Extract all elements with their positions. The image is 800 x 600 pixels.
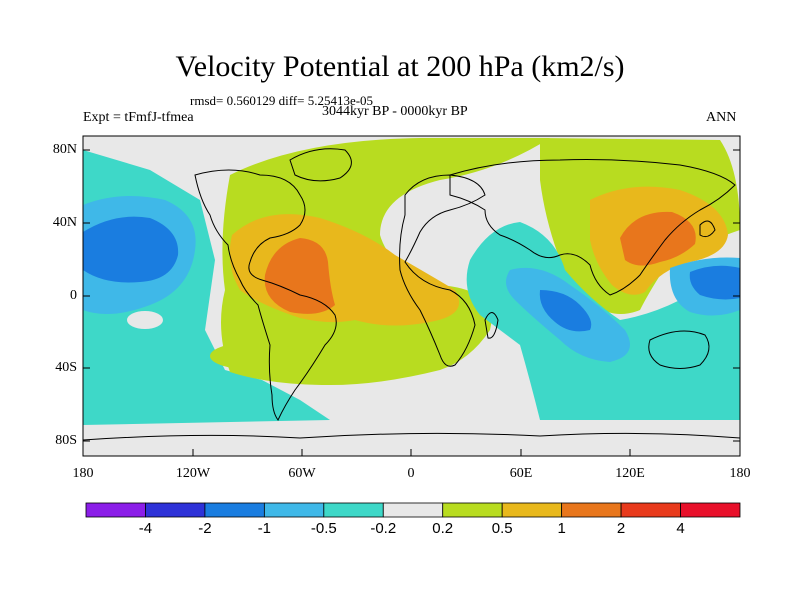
- colorbar: [85, 502, 741, 518]
- contour-pos-weak-south: [210, 342, 300, 370]
- contour-neg-strong-pacific-east: [689, 265, 740, 300]
- season-label: ANN: [706, 110, 737, 125]
- colorbar-label: -0.5: [310, 520, 337, 537]
- period-label: 3044kyr BP - 0000kyr BP: [322, 104, 468, 119]
- coastlines: [83, 148, 740, 441]
- colorbar-label: 2: [616, 520, 626, 537]
- colorbar-swatch: [323, 502, 384, 518]
- colorbar-swatch: [561, 502, 622, 518]
- colorbar-label: 0.2: [432, 520, 454, 537]
- colorbar-label: -0.2: [370, 520, 397, 537]
- lon-label-60w: 60W: [288, 466, 316, 481]
- stats-line: rmsd= 0.560129 diff= 5.25413e-05: [190, 93, 374, 108]
- lon-label-120w: 120W: [175, 466, 211, 481]
- lon-label-120e: 120E: [615, 466, 645, 481]
- experiment-label: Expt = tFmfJ-tfmea: [83, 110, 194, 125]
- contour-neutral-island: [127, 311, 163, 329]
- lon-label-60e: 60E: [509, 466, 533, 481]
- lat-label-0: 0: [70, 288, 77, 303]
- colorbar-swatch: [382, 502, 444, 518]
- contour-neg-strong-west: [83, 216, 179, 283]
- colorbar-swatch: [263, 502, 325, 518]
- lon-label-180w: 180: [72, 466, 94, 481]
- colorbar-swatch: [442, 502, 503, 518]
- lon-label-180e: 180: [729, 466, 751, 481]
- lat-label-40s: 40S: [55, 360, 77, 375]
- lon-label-0: 0: [407, 466, 415, 481]
- contour-neg-strong-indian: [539, 290, 592, 332]
- lat-label-80n: 80N: [52, 142, 77, 157]
- colorbar-swatch: [145, 502, 206, 518]
- colorbar-label: -4: [138, 520, 153, 537]
- colorbar-label: 1: [557, 520, 566, 537]
- lat-ticks: [83, 149, 740, 442]
- colorbar-swatch: [680, 502, 741, 518]
- colorbar-swatch: [501, 502, 563, 518]
- contour-pos-strong-atlantic: [264, 238, 335, 314]
- map-title: Velocity Potential at 200 hPa (km2/s): [175, 50, 625, 83]
- lat-label-40n: 40N: [52, 215, 77, 230]
- colorbar-swatch: [204, 502, 265, 518]
- colorbar-label: 4: [676, 520, 685, 537]
- colorbar-label: -2: [198, 520, 212, 537]
- contour-pos-strong-asia: [620, 211, 696, 266]
- colorbar-label: -1: [257, 520, 272, 537]
- colorbar-label: 0.5: [491, 520, 513, 537]
- colorbar-swatch: [85, 502, 146, 518]
- colorbar-swatch: [620, 502, 681, 518]
- lon-ticks: [82, 449, 741, 456]
- lat-label-80s: 80S: [55, 433, 77, 448]
